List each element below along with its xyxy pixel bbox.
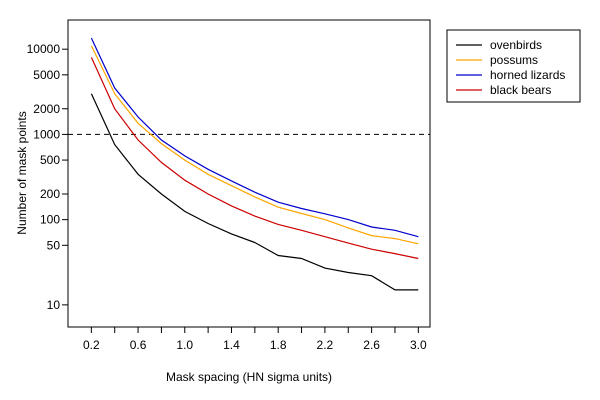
x-tick-label: 1.0 <box>176 338 193 352</box>
y-tick-label: 2000 <box>33 102 60 116</box>
y-tick-label: 50 <box>47 238 61 252</box>
x-tick-label: 3.0 <box>410 338 427 352</box>
y-axis-title: Number of mask points <box>15 111 29 234</box>
y-tick-label: 10 <box>47 298 61 312</box>
legend-label: possums <box>490 53 538 67</box>
y-tick-label: 500 <box>40 153 60 167</box>
y-tick-label: 200 <box>40 187 60 201</box>
series-line-horned-lizards <box>90 37 419 238</box>
y-tick-label: 5000 <box>33 68 60 82</box>
plot-area-frame <box>67 19 431 328</box>
x-tick-label: 0.2 <box>83 338 100 352</box>
x-tick-label: 0.6 <box>130 338 147 352</box>
x-axis-title: Mask spacing (HN sigma units) <box>166 370 332 384</box>
series-line-possums <box>90 45 419 245</box>
legend-label: horned lizards <box>490 68 565 82</box>
x-tick-label: 2.2 <box>317 338 334 352</box>
x-tick-label: 1.8 <box>270 338 287 352</box>
legend-label: black bears <box>490 83 551 97</box>
series-layer <box>90 37 419 291</box>
series-line-ovenbirds <box>90 93 419 291</box>
y-axis: 10 50 100 200 500 1000 2000 5000 10000 <box>27 42 69 312</box>
y-tick-label: 1000 <box>33 127 60 141</box>
x-axis: 0.2 0.6 1.0 1.4 1.8 2.2 2.6 3.0 <box>83 326 427 352</box>
x-tick-label: 1.4 <box>223 338 240 352</box>
legend-label: ovenbirds <box>490 38 542 52</box>
legend-box <box>446 29 581 103</box>
y-tick-label: 10000 <box>27 42 61 56</box>
series-line-black-bears <box>90 57 419 260</box>
y-tick-label: 100 <box>40 213 60 227</box>
x-tick-label: 2.6 <box>363 338 380 352</box>
